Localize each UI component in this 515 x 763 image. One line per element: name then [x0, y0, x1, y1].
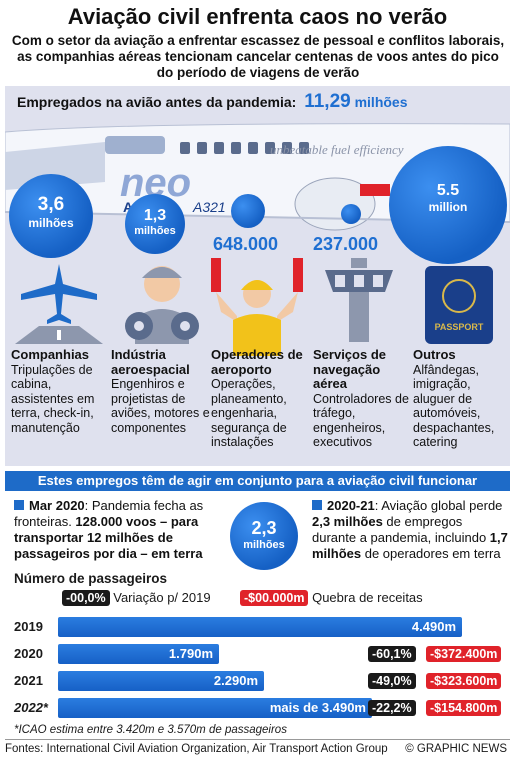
change-tag: -60,1%	[368, 646, 416, 662]
revenue-loss-tag: -$154.800m	[426, 700, 502, 716]
bullet-square	[312, 500, 322, 510]
chart-footnote: *ICAO estima entre 3.420m e 3.570m de pa…	[14, 724, 287, 736]
category-navegacao: Serviços de navegação aérea Controladore…	[313, 347, 409, 449]
bubble-jobs-lost: 2,3 milhões	[230, 502, 298, 570]
year-label: 2020	[14, 646, 43, 661]
stat-navegacao: 237.000	[313, 234, 379, 254]
legend-loss-tag: -$00.000m	[240, 590, 309, 606]
bubble-outros: 5.5 million	[389, 146, 507, 264]
bubble-aeroespacial: 1,3 milhões	[125, 194, 185, 254]
sources: Fontes: International Civil Aviation Org…	[5, 743, 388, 755]
runway-plane-icon	[15, 264, 103, 344]
bubble-navegacao	[341, 204, 361, 224]
plane-slogan: unbeatable fuel efficiency	[270, 142, 404, 157]
revenue-loss-tag: -$372.400m	[426, 646, 502, 662]
footer-divider	[5, 739, 510, 740]
bar-2019: 4.490m	[58, 617, 462, 637]
employment-total: 11,29	[304, 91, 351, 112]
bubble-aeroporto	[231, 194, 265, 228]
year-label: 2019	[14, 619, 43, 634]
legend-change-tag: -00,0%	[62, 590, 110, 606]
legend-loss-label: Quebra de receitas	[312, 590, 423, 605]
bar-2022: mais de 3.490m	[58, 698, 372, 718]
legend-change-label: Variação p/ 2019	[113, 590, 211, 605]
category-outros: Outros Alfândegas, imigração, aluguer de…	[413, 347, 495, 449]
bubble-companhias: 3,6 milhões	[9, 174, 93, 258]
year-label: 2022*	[14, 700, 48, 715]
employment-panel: Empregados na avião antes da pandemia: 1…	[5, 86, 510, 466]
revenue-loss-tag: -$323.600m	[426, 673, 502, 689]
marshaller-icon	[211, 258, 303, 356]
legend-loss: -$00.000m Quebra de receitas	[240, 590, 423, 606]
bar-2021: 2.290m	[58, 671, 264, 691]
credit: © GRAPHIC NEWS	[405, 743, 507, 755]
passport-label: PASSPORT	[435, 322, 484, 332]
engineer-gears-icon	[125, 266, 199, 344]
change-tag: -49,0%	[368, 673, 416, 689]
category-aeroespacial: Indústria aeroespacial Engenhiros e proj…	[111, 347, 210, 435]
page-title: Aviação civil enfrenta caos no verão	[67, 4, 448, 29]
note-2020-21: 2020-21: Aviação global perde 2,3 milhõe…	[312, 498, 508, 561]
stat-aeroporto: 648.000	[213, 234, 279, 254]
year-label: 2021	[14, 673, 43, 688]
control-tower-icon	[325, 258, 393, 342]
note-mar-2020: Mar 2020: Pandemia fecha as fronteiras. …	[14, 498, 204, 561]
category-companhias: Companhias Tripulações de cabina, assist…	[11, 347, 95, 435]
bar-2020: 1.790m	[58, 644, 219, 664]
section-banner: Estes empregos têm de agir em conjunto p…	[5, 471, 510, 491]
bullet-square	[14, 500, 24, 510]
page-subtitle: Com o setor da aviação a enfrentar escas…	[11, 33, 505, 80]
passport-icon: PASSPORT	[425, 266, 493, 344]
employment-heading-label: Empregados na avião antes da pandemia:	[17, 94, 297, 110]
legend-change: -00,0% Variação p/ 2019	[62, 590, 211, 606]
employment-total-unit: milhões	[354, 94, 408, 110]
change-tag: -22,2%	[368, 700, 416, 716]
category-aeroporto: Operadores de aeroporto Operações, plane…	[211, 347, 303, 449]
employment-heading: Empregados na avião antes da pandemia: 1…	[17, 91, 408, 113]
passengers-title: Número de passageiros	[14, 571, 168, 586]
plane-model: A321	[192, 199, 226, 215]
